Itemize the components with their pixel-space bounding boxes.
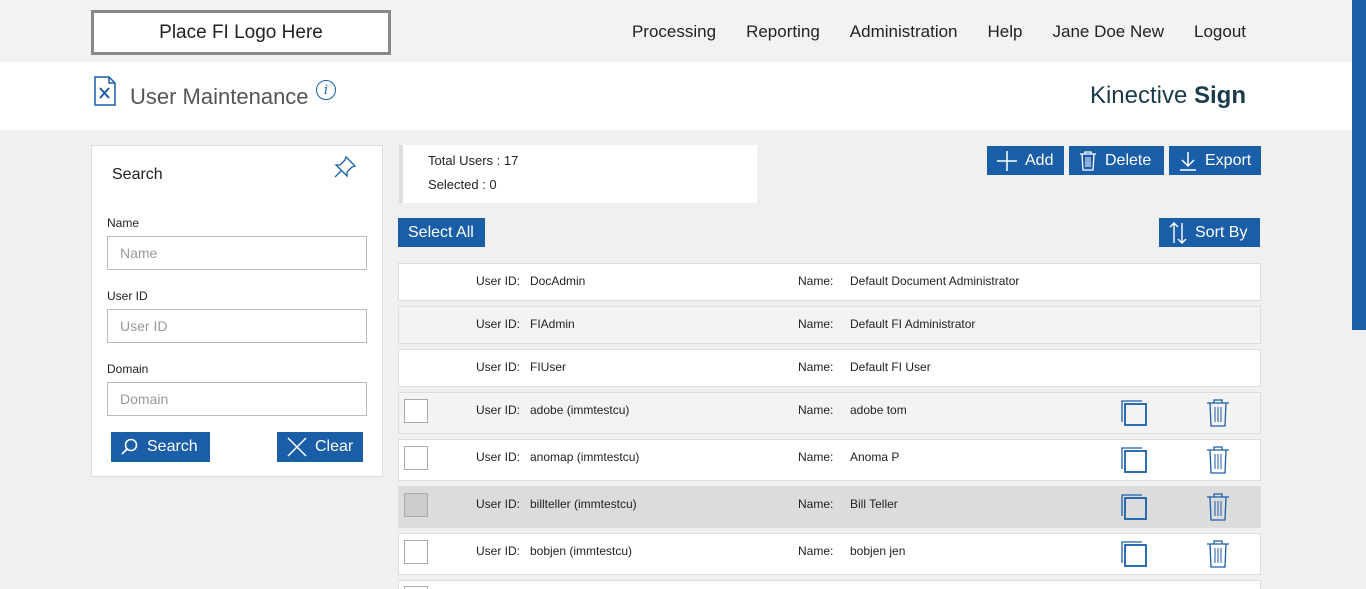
trash-icon[interactable] (1206, 493, 1230, 521)
export-button[interactable]: Export (1169, 146, 1261, 175)
select-all-button[interactable]: Select All (398, 218, 485, 247)
user-id-label: User ID: (476, 403, 521, 417)
user-id-label: User ID: (476, 317, 521, 331)
sort-by-button-label: Sort By (1195, 223, 1248, 241)
nav-reporting[interactable]: Reporting (746, 22, 820, 41)
search-button-label: Search (147, 438, 198, 455)
add-button[interactable]: Add (987, 146, 1064, 175)
sort-by-button[interactable]: Sort By (1159, 218, 1260, 247)
user-id-value: DocAdmin (530, 274, 586, 288)
clear-button[interactable]: Clear (277, 432, 363, 462)
user-id-value: FIUser (530, 360, 566, 374)
nav-user-name[interactable]: Jane Doe New (1052, 22, 1164, 41)
clear-button-label: Clear (315, 438, 354, 455)
trash-icon[interactable] (1206, 399, 1230, 427)
table-row[interactable]: User ID: billteller (immtestcu) Name: Bi… (398, 486, 1261, 528)
nav-help[interactable]: Help (987, 22, 1023, 41)
copy-icon[interactable] (1121, 541, 1147, 567)
name-label: Name: (798, 360, 834, 374)
brand-light-text: Kinective (1089, 82, 1188, 109)
user-id-label: User ID: (476, 497, 521, 511)
table-row[interactable]: User ID: bobjen (immtestcu) Name: bobjen… (398, 533, 1261, 575)
table-row[interactable]: User ID: DocAdmin Name: Default Document… (398, 263, 1261, 301)
user-id-value: anomap (immtestcu) (530, 450, 640, 464)
user-id-input[interactable] (107, 309, 367, 343)
user-id-label: User ID: (476, 274, 521, 288)
delete-button-label: Delete (1105, 151, 1152, 169)
search-panel-title: Search (112, 166, 163, 183)
name-label: Name: (798, 403, 834, 417)
table-row[interactable]: User ID: FIUser Name: Default FI User (398, 349, 1261, 387)
name-label: Name: (798, 450, 834, 464)
trash-icon (1080, 150, 1096, 171)
sort-icon (1169, 221, 1187, 244)
name-value: Default FI Administrator (850, 317, 976, 331)
name-value: Anoma P (850, 450, 900, 464)
table-row[interactable]: User ID: adobe (immtestcu) Name: adobe t… (398, 392, 1261, 434)
row-checkbox[interactable] (404, 540, 428, 564)
trash-icon[interactable] (1206, 446, 1230, 474)
table-row[interactable]: User ID: FIAdmin Name: Default FI Admini… (398, 306, 1261, 344)
scrollbar-thumb[interactable] (1352, 0, 1366, 330)
user-id-value: adobe (immtestcu) (530, 403, 630, 417)
download-icon (1180, 151, 1196, 171)
user-id-label: User ID: (476, 544, 521, 558)
page-title: User Maintenance (130, 84, 309, 109)
row-checkbox[interactable] (404, 493, 428, 517)
domain-input[interactable] (107, 382, 367, 416)
selected-count: Selected : 0 (428, 177, 497, 192)
info-icon[interactable]: i (316, 80, 336, 100)
trash-icon[interactable] (1206, 540, 1230, 568)
user-id-value: bobjen (immtestcu) (530, 544, 633, 558)
search-icon (121, 438, 138, 455)
user-summary: Total Users : 17 Selected : 0 (399, 145, 757, 203)
export-button-label: Export (1205, 151, 1252, 169)
user-id-label: User ID (107, 289, 148, 303)
user-maintenance-icon (94, 76, 116, 106)
name-value: bobjen jen (850, 544, 906, 558)
row-checkbox[interactable] (404, 399, 428, 423)
pin-icon[interactable] (332, 154, 358, 180)
copy-icon[interactable] (1121, 494, 1147, 520)
search-panel: Search Name User ID Domain Search Clear (91, 145, 383, 477)
row-checkbox[interactable] (404, 446, 428, 470)
name-value: Bill Teller (850, 497, 898, 511)
table-row[interactable] (398, 580, 1261, 589)
add-button-label: Add (1025, 151, 1054, 169)
user-id-label: User ID: (476, 450, 521, 464)
main-nav: Processing Reporting Administration Help… (632, 22, 1246, 42)
top-bar: Place FI Logo Here Processing Reporting … (0, 0, 1352, 62)
nav-administration[interactable]: Administration (849, 22, 958, 41)
name-value: Default Document Administrator (850, 274, 1020, 288)
delete-button[interactable]: Delete (1069, 146, 1164, 175)
name-label: Name: (798, 317, 834, 331)
brand-logo: Kinective Sign (1090, 82, 1246, 110)
close-icon (287, 437, 307, 457)
user-id-value: FIAdmin (530, 317, 575, 331)
brand-bold-text: Sign (1194, 82, 1246, 109)
name-value: adobe tom (850, 403, 907, 417)
name-label: Name (107, 216, 140, 230)
user-id-label: User ID: (476, 360, 521, 374)
name-input[interactable] (107, 236, 367, 270)
domain-label: Domain (107, 362, 149, 376)
title-bar: User Maintenance i Kinective Sign (0, 62, 1352, 130)
total-users: Total Users : 17 (428, 153, 519, 168)
table-row[interactable]: User ID: anomap (immtestcu) Name: Anoma … (398, 439, 1261, 481)
row-checkbox[interactable] (404, 586, 428, 589)
search-button[interactable]: Search (111, 432, 210, 462)
copy-icon[interactable] (1121, 447, 1147, 473)
page-scrollbar[interactable] (1352, 0, 1366, 589)
name-value: Default FI User (850, 360, 931, 374)
name-label: Name: (798, 497, 834, 511)
fi-logo-placeholder: Place FI Logo Here (91, 10, 391, 55)
user-id-value: billteller (immtestcu) (530, 497, 637, 511)
nav-logout[interactable]: Logout (1194, 22, 1246, 41)
name-label: Name: (798, 274, 834, 288)
plus-icon (997, 150, 1017, 171)
nav-processing[interactable]: Processing (631, 22, 717, 41)
name-label: Name: (798, 544, 834, 558)
copy-icon[interactable] (1121, 400, 1147, 426)
